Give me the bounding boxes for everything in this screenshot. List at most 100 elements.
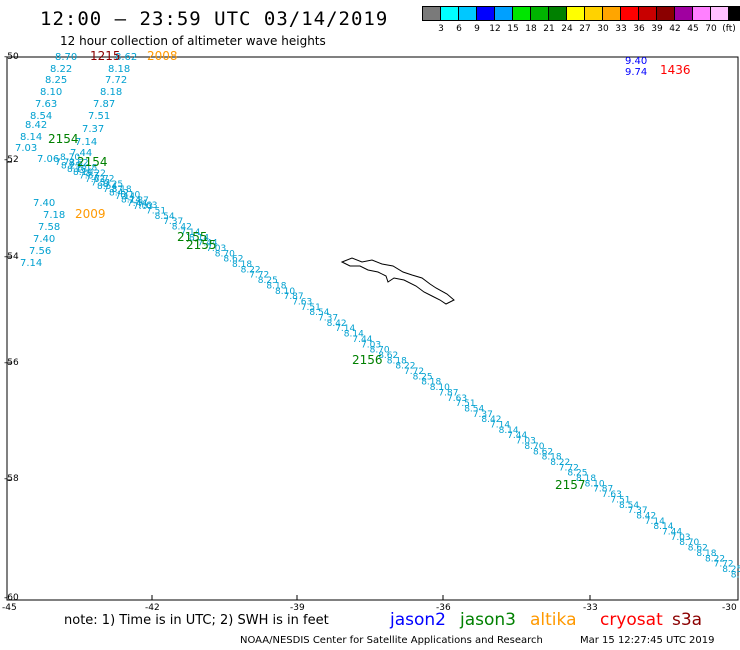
track-reading: 8.54: [619, 501, 639, 511]
legend-altika: altika: [530, 610, 577, 630]
scale-swatch: [549, 7, 567, 20]
scale-swatch: [495, 7, 513, 20]
track-reading: 8.10: [430, 383, 450, 393]
xtick-label: -39: [290, 603, 305, 613]
track-reading: 8.62: [69, 158, 89, 168]
track-reading: 7.03: [361, 340, 381, 350]
footnote: note: 1) Time is in UTC; 2) SWH is in fe…: [64, 613, 329, 628]
scale-label: 9: [474, 24, 480, 34]
scale-label: 33: [615, 24, 627, 34]
track-reading: 7.63: [85, 175, 105, 185]
time-label: 2154: [77, 155, 108, 169]
wave-height-label: 7.14: [20, 258, 42, 269]
track-reading: 7.72: [94, 174, 114, 184]
track-reading: 8.25: [722, 565, 740, 575]
scale-label: 70: [705, 24, 717, 34]
wave-height-label: 8.62: [115, 52, 137, 63]
track-reading: 8.22: [550, 458, 570, 468]
scale-label: 21: [543, 24, 555, 34]
wave-height-label: 7.44: [70, 148, 92, 159]
track-reading: 8.54: [464, 404, 484, 414]
wave-height-label: 9.74: [625, 67, 647, 78]
scale-label: 39: [651, 24, 663, 34]
generation-timestamp: Mar 15 12:27:45 UTC 2019: [580, 635, 715, 646]
scale-swatch: [657, 7, 675, 20]
track-reading: 8.22: [241, 265, 261, 275]
track-reading: 7.14: [115, 192, 135, 202]
wave-height-label: 7.87: [93, 99, 115, 110]
track-reading: 8.14: [121, 195, 141, 205]
track-reading: 8.70: [60, 153, 80, 163]
track-reading: 7.14: [180, 228, 200, 238]
track-reading: 8.42: [327, 319, 347, 329]
track-reading: 8.18: [266, 281, 286, 291]
track-reading: 7.44: [507, 431, 527, 441]
ytick-label: -54: [4, 252, 19, 262]
wave-height-label: 8.42: [25, 120, 47, 131]
track-reading: 8.18: [232, 260, 252, 270]
track-reading: 8.14: [653, 522, 673, 532]
wave-height-label: 7.03: [15, 143, 37, 154]
track-reading: 8.14: [344, 330, 364, 340]
scale-unit: (ft): [722, 24, 736, 34]
track-reading: 7.37: [163, 217, 183, 227]
xtick-label: -36: [436, 603, 451, 613]
scale-swatch: [603, 7, 621, 20]
scale-label: 12: [489, 24, 501, 34]
wave-height-label: 7.72: [105, 75, 127, 86]
track-reading: 8.18: [421, 378, 441, 388]
scale-label: 30: [597, 24, 609, 34]
scale-swatch: [675, 7, 693, 20]
track-reading: 7.51: [146, 207, 166, 217]
map-frame: [6, 56, 739, 601]
track-reading: 8.10: [73, 168, 93, 178]
scale-swatch: [693, 7, 711, 20]
track-reading: 7.63: [292, 297, 312, 307]
track-reading: 7.87: [438, 388, 458, 398]
wave-height-label: 7.56: [29, 246, 51, 257]
legend-jason3: jason3: [460, 610, 516, 630]
legend-s3a: s3a: [672, 610, 703, 630]
scale-label: 36: [633, 24, 645, 34]
track-reading: 7.37: [473, 410, 493, 420]
wave-height-label: 7.14: [75, 137, 97, 148]
track-reading: 8.18: [67, 165, 87, 175]
track-reading: 7.37: [103, 185, 123, 195]
scale-swatch: [585, 7, 603, 20]
ytick-label: -60: [4, 593, 19, 603]
scale-swatch: [711, 7, 729, 20]
track-reading: 8.18: [387, 356, 407, 366]
wave-height-label: 8.25: [45, 75, 67, 86]
scale-swatch: [423, 7, 441, 20]
track-reading: 8.25: [103, 180, 123, 190]
credit-line: NOAA/NESDIS Center for Satellite Applica…: [240, 635, 543, 646]
track-reading: 8.25: [567, 469, 587, 479]
time-label: 2155: [177, 230, 208, 244]
track-reading: 7.44: [352, 335, 372, 345]
wave-height-label: 7.51: [88, 111, 110, 122]
scale-label: 18: [525, 24, 537, 34]
track-reading: 7.14: [335, 324, 355, 334]
wave-height-label: 7.18: [43, 210, 65, 221]
scale-label: 45: [687, 24, 699, 34]
ytick-label: -56: [4, 358, 19, 368]
wave-height-label: 9.40: [625, 56, 647, 67]
track-reading: 7.51: [91, 178, 111, 188]
wave-height-label: 7.37: [82, 124, 104, 135]
scale-swatch: [531, 7, 549, 20]
track-reading: 8.18: [77, 164, 97, 174]
ytick-label: -50: [4, 52, 19, 62]
track-reading: 8.18: [696, 549, 716, 559]
time-label: 2155: [186, 238, 217, 252]
track-reading: 7.44: [662, 528, 682, 538]
track-reading: 7.72: [404, 367, 424, 377]
track-reading: 7.87: [593, 485, 613, 495]
track-reading: 8.25: [413, 372, 433, 382]
track-reading: 7.14: [645, 517, 665, 527]
legend-cryosat: cryosat: [600, 610, 663, 630]
track-reading: 7.63: [602, 490, 622, 500]
color-scale: 3 6 9 12 15 18 21 24 27 30 33 36 39 42 45 70 (ft): [422, 6, 740, 34]
scale-swatch: [567, 7, 585, 20]
time-label: 2154: [48, 132, 79, 146]
